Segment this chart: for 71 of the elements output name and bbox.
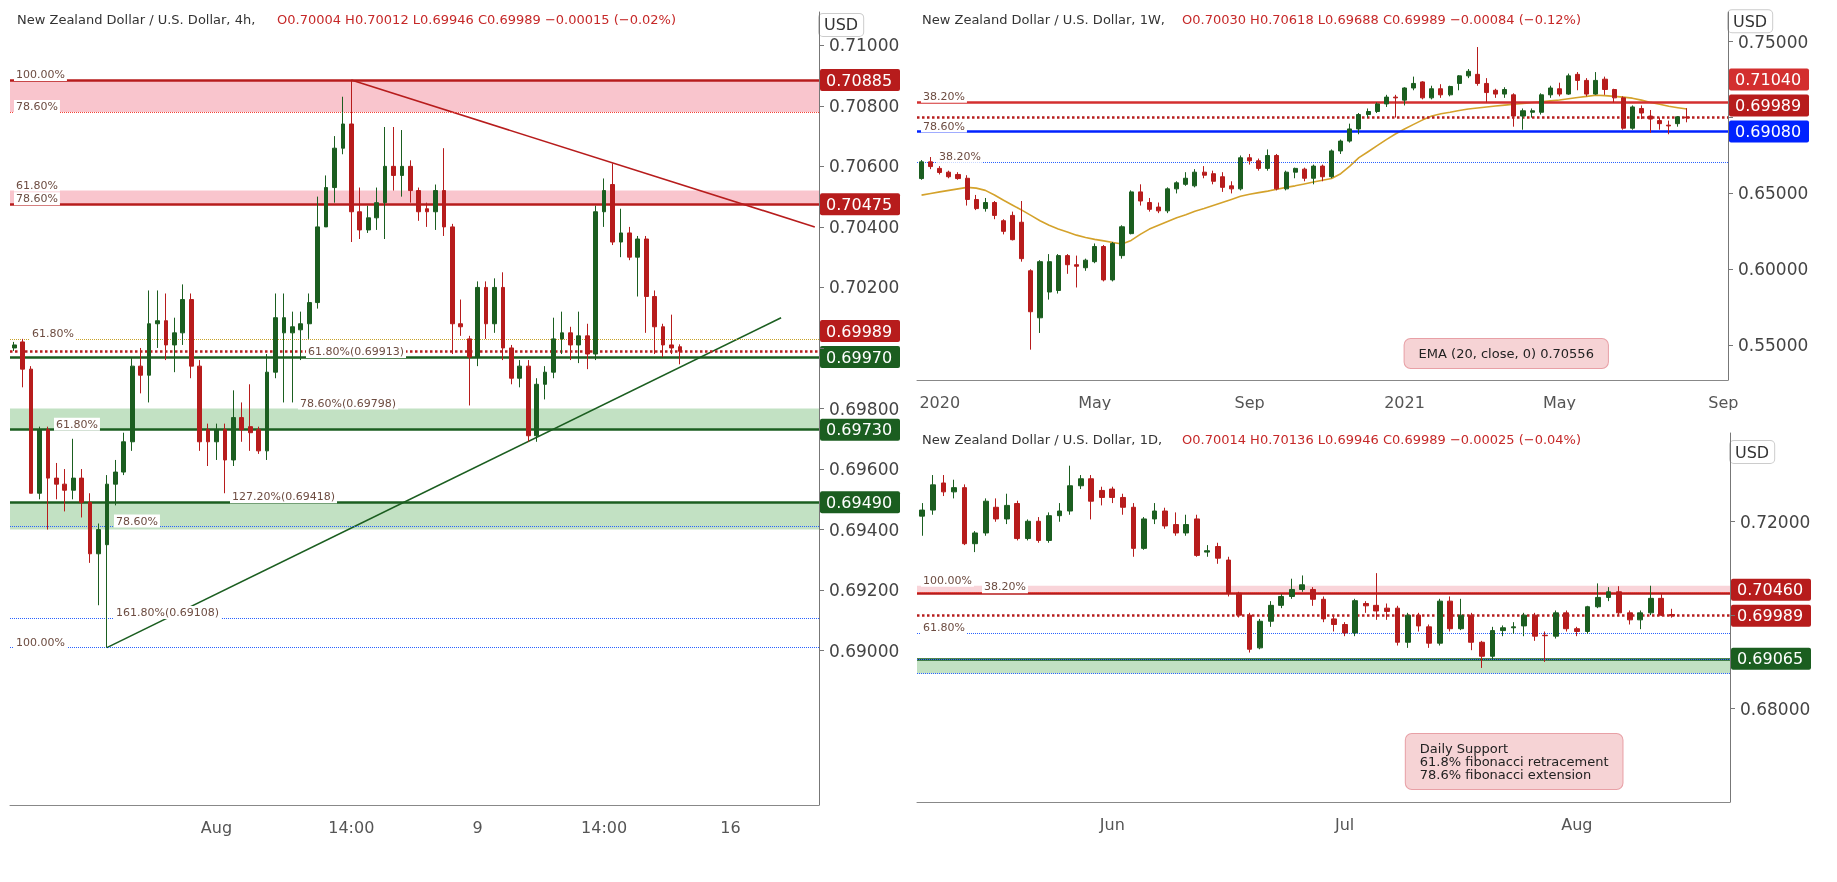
y-tick-label: 0.72000: [1740, 511, 1811, 532]
y-tick-label: 0.69200: [829, 580, 900, 601]
y-axis-title: USD: [824, 15, 859, 35]
x-tick-label: 14:00: [581, 817, 628, 837]
y-axis-title: USD: [1735, 442, 1770, 462]
annotation: 78.60%: [16, 192, 58, 206]
x-tick-label: May: [1542, 392, 1576, 412]
annotation: 127.20%(0.69418): [232, 490, 336, 504]
ref-line-label: 0.70885: [826, 70, 893, 90]
ref-line-label: 0.70475: [826, 194, 893, 214]
chart-subtitle: O0.70004 H0.70012 L0.69946 C0.69989 −0.00015 (−0.02%): [277, 12, 677, 27]
y-tick-label: 0.69600: [829, 459, 900, 480]
x-tick-label: 9: [472, 817, 483, 837]
chart-subtitle: O0.70030 H0.70618 L0.69688 C0.69989 −0.00084 (−0.12%): [1182, 12, 1582, 27]
x-tick-label: May: [1078, 392, 1112, 412]
x-tick-label: Jun: [1098, 814, 1125, 834]
x-tick-label: Sep: [1234, 392, 1265, 412]
ref-line-label: 0.70460: [1737, 580, 1804, 600]
ref-line-label: 0.69065: [1737, 649, 1804, 669]
ref-line-label: 0.69989: [826, 321, 893, 341]
annotation: 78.60%: [116, 514, 158, 528]
x-tick-label: 14:00: [328, 817, 375, 837]
x-tick-label: Aug: [200, 817, 233, 837]
y-tick-label: 0.68000: [1740, 698, 1811, 719]
y-tick-label: 0.70600: [829, 156, 900, 177]
ref-line-label: 0.69989: [1737, 606, 1804, 626]
annotation: 61.80%(0.69913): [308, 345, 405, 359]
x-tick-label: 2020: [919, 392, 961, 412]
annotation: 78.60%: [16, 99, 58, 113]
x-tick-label: 2021: [1384, 392, 1425, 412]
annotation: Daily Support 61.8% fibonacci retracement 78.6% fibonacci extension: [1419, 741, 1609, 782]
ref-line-label: 0.69970: [826, 347, 893, 367]
y-tick-label: 0.70400: [829, 216, 900, 237]
y-tick-label: 0.70800: [829, 95, 900, 116]
annotation: 78.60%: [923, 119, 965, 133]
chart-title: New Zealand Dollar / U.S. Dollar, 1W,: [922, 12, 1165, 27]
y-axis-title: USD: [1733, 11, 1768, 31]
annotation: 38.20%: [984, 580, 1026, 594]
chart-title: New Zealand Dollar / U.S. Dollar, 1D,: [922, 432, 1163, 447]
x-tick-label: Jul: [1333, 814, 1355, 834]
ref-line-label: 0.69989: [1735, 96, 1802, 116]
annotation: 78.60%(0.69798): [300, 396, 397, 410]
y-tick-label: 0.75000: [1738, 31, 1809, 52]
chart-title: New Zealand Dollar / U.S. Dollar, 4h,: [17, 12, 256, 27]
y-tick-label: 0.65000: [1738, 183, 1809, 204]
annotation: 61.80%: [16, 178, 58, 192]
annotation: 61.80%: [32, 326, 74, 340]
ref-line-label: 0.69490: [826, 492, 893, 512]
ref-line-label: 0.69730: [826, 420, 893, 440]
x-tick-label: 16: [720, 817, 741, 837]
annotation: 38.20%: [923, 89, 965, 103]
annotation: EMA (20, close, 0) 0.70556: [1418, 346, 1594, 361]
x-tick-label: Aug: [1561, 814, 1593, 834]
y-tick-label: 0.71000: [829, 35, 900, 56]
y-tick-label: 0.60000: [1738, 259, 1809, 280]
annotation: 100.00%: [16, 635, 65, 649]
annotation: 161.80%(0.69108): [116, 605, 220, 619]
y-tick-label: 0.55000: [1738, 335, 1809, 356]
y-tick-label: 0.69400: [829, 519, 900, 540]
annotation: 100.00%: [923, 573, 972, 587]
y-tick-label: 0.70200: [829, 277, 900, 298]
y-tick-label: 0.69800: [829, 398, 900, 419]
annotation: 100.00%: [16, 68, 65, 82]
x-tick-label: Sep: [1708, 392, 1739, 412]
y-tick-label: 0.69000: [829, 640, 900, 661]
annotation: 61.80%: [56, 417, 98, 431]
chart-subtitle: O0.70014 H0.70136 L0.69946 C0.69989 −0.00025 (−0.04%): [1182, 432, 1582, 447]
annotation: 61.80%: [923, 621, 965, 635]
ref-line-label: 0.69080: [1735, 122, 1802, 142]
annotation: 38.20%: [939, 149, 981, 163]
ref-line-label: 0.71040: [1735, 70, 1802, 90]
